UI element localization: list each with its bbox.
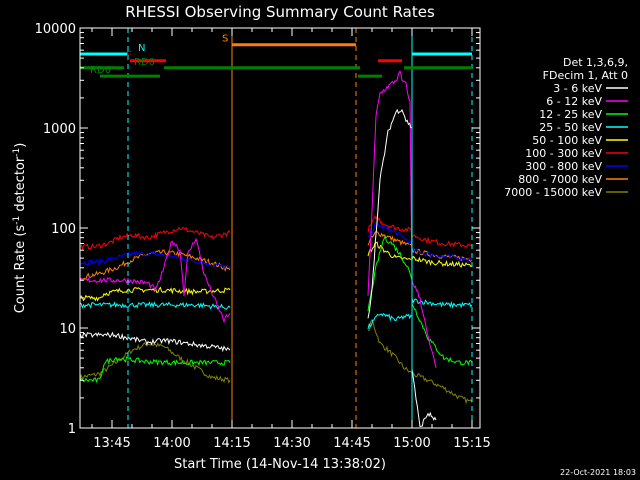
y-tick-label-1: 1 — [68, 422, 76, 437]
legend-header-line-1: Det 1,3,6,9, — [563, 56, 628, 69]
series-line-300-800-kev-segment-2 — [367, 220, 413, 246]
legend-label-3-6-kev: 3 - 6 keV — [553, 82, 602, 95]
legend-label-12-25-kev: 12 - 25 keV — [539, 108, 602, 121]
state-label-f: F — [126, 50, 132, 61]
series-line-3-6-kev-segment-1 — [79, 331, 231, 353]
series-line-3-6-kev-segment-3 — [411, 368, 437, 427]
legend-label-800-7000-kev: 800 - 7000 keV — [518, 173, 602, 186]
series-line-800-7000-kev-segment-1 — [79, 249, 231, 281]
series-line-100-300-kev-segment-3 — [411, 234, 473, 248]
series-line-300-800-kev-segment-3 — [411, 247, 473, 262]
chart-title: RHESSI Observing Summary Count Rates — [125, 3, 435, 21]
series-line-300-800-kev-segment-1 — [79, 250, 231, 270]
series-line-12-25-kev-segment-1 — [79, 356, 231, 384]
x-tick-label-1430: 14:30 — [273, 436, 310, 451]
legend: Det 1,3,6,9, FDecim 1, Att 0 3 - 6 keV6 … — [504, 56, 628, 199]
state-label-rd0: RD0 — [134, 57, 155, 68]
legend-label-50-100-kev: 50 - 100 keV — [532, 134, 602, 147]
legend-label-300-800-kev: 300 - 800 keV — [525, 160, 602, 173]
x-tick-label-1415: 14:15 — [213, 436, 250, 451]
state-label-s: S — [222, 34, 228, 45]
legend-label-100-300-kev: 100 - 300 keV — [525, 147, 602, 160]
series-line-100-300-kev-segment-2 — [367, 215, 413, 233]
series-line-25-50-kev-segment-1 — [79, 301, 231, 310]
x-tick-label-1345: 13:45 — [93, 436, 130, 451]
series-line-25-50-kev-segment-3 — [411, 298, 473, 309]
y-tick-label-10000: 10000 — [35, 22, 76, 37]
series-line-7000-15000-kev-segment-2 — [367, 318, 413, 374]
series-line-100-300-kev-segment-1 — [79, 226, 231, 251]
series-line-7000-15000-kev-segment-1 — [79, 342, 231, 384]
y-tick-label-1000: 1000 — [43, 122, 76, 137]
legend-header-line-2: FDecim 1, Att 0 — [543, 69, 628, 82]
series-line-6-12-kev-segment-3 — [411, 280, 437, 368]
x-axis-label: Start Time (14-Nov-14 13:38:02) — [174, 457, 386, 472]
y-tick-label-100: 100 — [51, 222, 76, 237]
series-line-800-7000-kev-segment-3 — [411, 248, 473, 262]
series-line-25-50-kev-segment-2 — [367, 312, 413, 330]
x-tick-label-1515: 15:15 — [453, 436, 490, 451]
series-line-50-100-kev-segment-3 — [411, 255, 473, 268]
series-line-7000-15000-kev-segment-3 — [411, 372, 473, 405]
y-axis-label: Count Rate (s-1 detector-1) — [12, 143, 28, 314]
series-line-12-25-kev-segment-3 — [411, 303, 473, 366]
series-line-800-7000-kev-segment-2 — [367, 231, 413, 247]
x-tick-label-1500: 15:00 — [393, 436, 430, 451]
state-label-n: N — [138, 43, 145, 54]
series-line-12-25-kev-segment-2 — [367, 234, 413, 312]
timestamp-label: 22-Oct-2021 18:03 — [560, 468, 636, 477]
series-line-3-6-kev-segment-2 — [367, 108, 413, 319]
state-label-rd6: RD6 — [90, 65, 111, 76]
legend-label-7000-15000-kev: 7000 - 15000 keV — [504, 186, 602, 199]
axis-ticks: 13:45 14:00 14:15 14:30 14:45 15:00 15:15 1 10 10… — [35, 22, 491, 451]
x-tick-label-1445: 14:45 — [333, 436, 370, 451]
x-tick-label-1400: 14:00 — [153, 436, 190, 451]
y-tick-label-10: 10 — [59, 322, 76, 337]
plot-frame — [79, 27, 481, 429]
legend-label-25-50-kev: 25 - 50 keV — [539, 121, 602, 134]
series-line-6-12-kev-segment-2 — [367, 70, 413, 296]
series-line-6-12-kev-segment-1 — [79, 237, 231, 324]
legend-label-6-12-kev: 6 - 12 keV — [546, 95, 602, 108]
